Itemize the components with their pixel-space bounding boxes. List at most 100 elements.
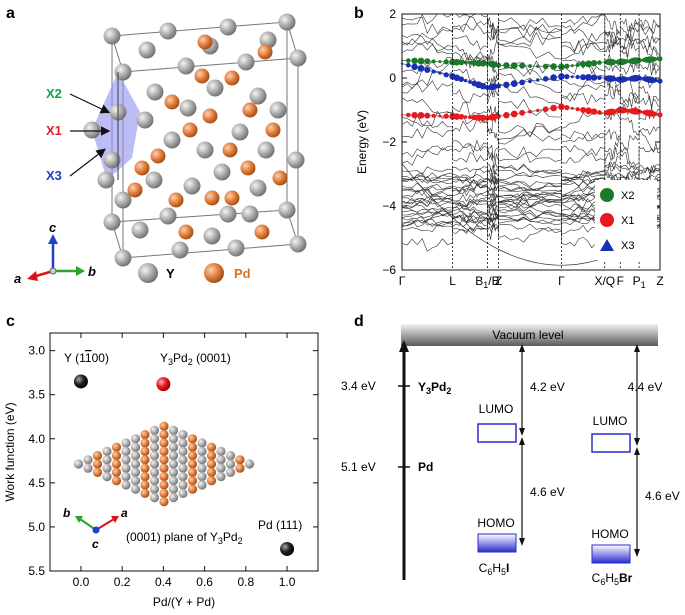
y-tick-label: 3.0	[28, 344, 45, 358]
band-marker-x3	[564, 74, 570, 80]
y-atom	[131, 221, 149, 239]
y-tick-label: 0	[389, 71, 396, 85]
inset-axis-c: c	[92, 537, 99, 551]
pd-atom	[272, 170, 288, 186]
pd-atom	[159, 455, 169, 465]
y-atom	[219, 18, 237, 36]
x-tick-label: 0.6	[196, 575, 213, 589]
y-atom	[83, 455, 93, 465]
level-energy-y3pd2: 3.4 eV	[341, 379, 376, 393]
y-atom	[130, 484, 141, 494]
band-marker-x2	[411, 57, 418, 64]
band-marker-x1	[503, 112, 510, 119]
band-marker-x2	[590, 60, 598, 67]
band-marker-x3	[400, 62, 404, 65]
y-atom	[216, 463, 226, 473]
y-atom	[149, 459, 160, 469]
band-marker-x1	[657, 112, 663, 118]
band-marker-x3	[463, 78, 468, 83]
y-atom	[130, 476, 141, 486]
k-point-label: Γ	[558, 274, 565, 288]
legend-x3-label: X3	[621, 240, 634, 252]
pd-atom	[134, 160, 150, 176]
k-point-label: Γ	[399, 274, 406, 288]
band-marker-x2	[496, 62, 501, 68]
y-atom	[168, 459, 179, 469]
pd-atom	[140, 455, 150, 465]
pd-atom	[127, 182, 143, 198]
data-point	[280, 541, 295, 556]
y-atom	[231, 123, 249, 141]
band-marker-x2	[597, 60, 602, 65]
y-atom	[130, 434, 141, 444]
y-atom	[149, 442, 160, 452]
pd-atom	[150, 148, 166, 164]
k-point-label: P1	[633, 274, 646, 290]
band-marker-x2	[580, 61, 587, 68]
band-marker-x1	[479, 114, 487, 122]
k-point-label: F	[617, 274, 624, 288]
y-atom	[257, 141, 275, 159]
band-marker-x3	[590, 74, 598, 81]
inset-axis-b: b	[63, 506, 70, 520]
band-marker-x2	[431, 59, 436, 64]
y-atom	[259, 31, 277, 49]
band-marker-x2	[463, 60, 468, 65]
pd-atom	[187, 434, 198, 444]
pd-atom	[92, 459, 103, 469]
pd-atom	[187, 442, 198, 452]
band-marker-x2	[510, 62, 518, 69]
legend-x1-label: X1	[621, 215, 634, 227]
band-marker-x2	[542, 63, 549, 70]
pd-atom	[187, 476, 198, 486]
band-marker-x3	[406, 62, 411, 68]
y-atom	[227, 239, 245, 257]
band-marker-x3	[443, 72, 449, 78]
pd-atom	[111, 476, 122, 486]
axes-triad: c a b	[14, 220, 96, 286]
y-atom	[121, 446, 131, 456]
band-marker-x1	[510, 110, 518, 118]
band-marker-x3	[580, 74, 587, 81]
point-label-y3pd2: Y3Pd2 (0001)	[160, 351, 231, 367]
y-atom	[197, 472, 207, 482]
site-label-x1: X1	[46, 123, 62, 138]
band-marker-x2	[550, 63, 557, 70]
band-marker-x2	[458, 59, 465, 66]
pd-atom	[187, 484, 198, 494]
y-atom	[178, 455, 188, 465]
y-atom	[178, 488, 188, 498]
pd-atom	[168, 192, 184, 208]
pd-atom	[187, 451, 198, 461]
y-atom	[237, 53, 255, 71]
y-atom	[197, 446, 207, 456]
axis-a-label: a	[14, 271, 21, 286]
lumo-to-homo-gap: 4.6 eV	[530, 485, 565, 499]
band-marker-x3	[575, 74, 580, 80]
y-atom	[225, 451, 236, 461]
inset-caption: (0001) plane of Y3Pd2	[126, 530, 243, 546]
pd-atom	[159, 497, 169, 507]
level-material-y3pd2: Y3Pd2	[418, 380, 451, 396]
level-energy-pd: 5.1 eV	[341, 460, 376, 474]
y-atom	[168, 467, 179, 477]
pd-atom	[140, 438, 150, 448]
pd-atom	[206, 476, 217, 486]
pd-atom	[111, 467, 122, 477]
band-marker-x2	[479, 60, 487, 67]
vac-to-lumo-gap: 4.4 eV	[628, 380, 663, 394]
y-atom	[102, 472, 112, 482]
y-atom	[197, 463, 207, 473]
y-atom	[130, 442, 141, 452]
band-marker-x1	[528, 109, 532, 114]
arrow-x3	[69, 148, 106, 177]
x-axis: Γ L B1/BZ Γ X/Q F P1 Z	[399, 274, 664, 290]
pd-atom	[159, 488, 169, 498]
work-function-chart: 0.0 0.2 0.4 0.6 0.8 1.0 3.0 3.5 4.0 4.5 5.0 5.5 Wor…	[3, 332, 319, 609]
band-marker-x2	[570, 64, 574, 68]
pd-atom	[224, 70, 240, 86]
y-atom	[149, 467, 160, 477]
pd-atom	[159, 421, 169, 431]
band-marker-x2	[417, 57, 425, 65]
band-marker-x1	[585, 107, 592, 115]
